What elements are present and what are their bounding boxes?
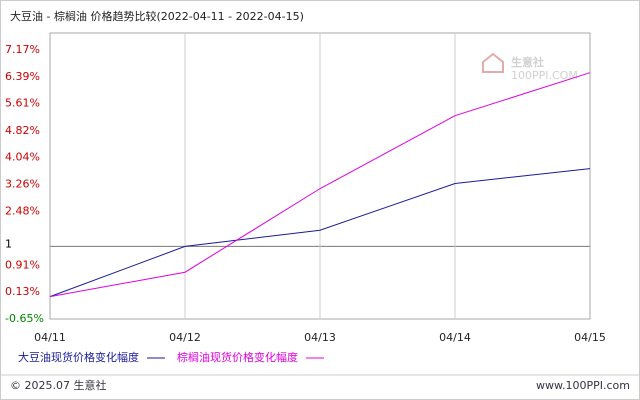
chart-title: 大豆油 - 棕榈油 价格趋势比较(2022-04-11 - 2022-04-15… [10,9,304,23]
footer-copyright: © 2025.07 生意社 [10,378,106,392]
series-line [49,72,591,298]
legend-label: 棕榈油现货价格变化幅度 [177,350,298,364]
x-tick-label: 04/13 [304,331,336,344]
y-tick-label: 4.82% [5,124,40,137]
watermark-url: 100PPI.COM [511,69,578,82]
x-tick-label: 04/14 [439,331,471,344]
y-tick-label: -0.65% [5,312,44,325]
watermark: 生意社 100PPI.COM [482,52,578,82]
y-tick-label: 0.91% [5,258,40,271]
series-line [49,168,591,298]
y-tick-label: 7.17% [5,43,40,56]
x-tick-label: 04/11 [34,331,66,344]
legend-label: 大豆油现货价格变化幅度 [18,350,139,364]
watermark-icon [482,52,504,73]
y-tick-label: 6.39% [5,70,40,83]
x-tick-label: 04/15 [574,331,606,344]
y-tick-label: 4.04% [5,151,40,164]
y-tick-label: 3.26% [5,178,40,191]
reference-label: 1 [5,237,12,250]
y-tick-label: 0.13% [5,285,40,298]
footer-site: www.100PPI.com [536,379,630,392]
x-tick-label: 04/12 [169,331,201,344]
watermark-name: 生意社 [511,55,544,69]
y-tick-label: 5.61% [5,97,40,110]
y-tick-label: 2.48% [5,204,40,217]
